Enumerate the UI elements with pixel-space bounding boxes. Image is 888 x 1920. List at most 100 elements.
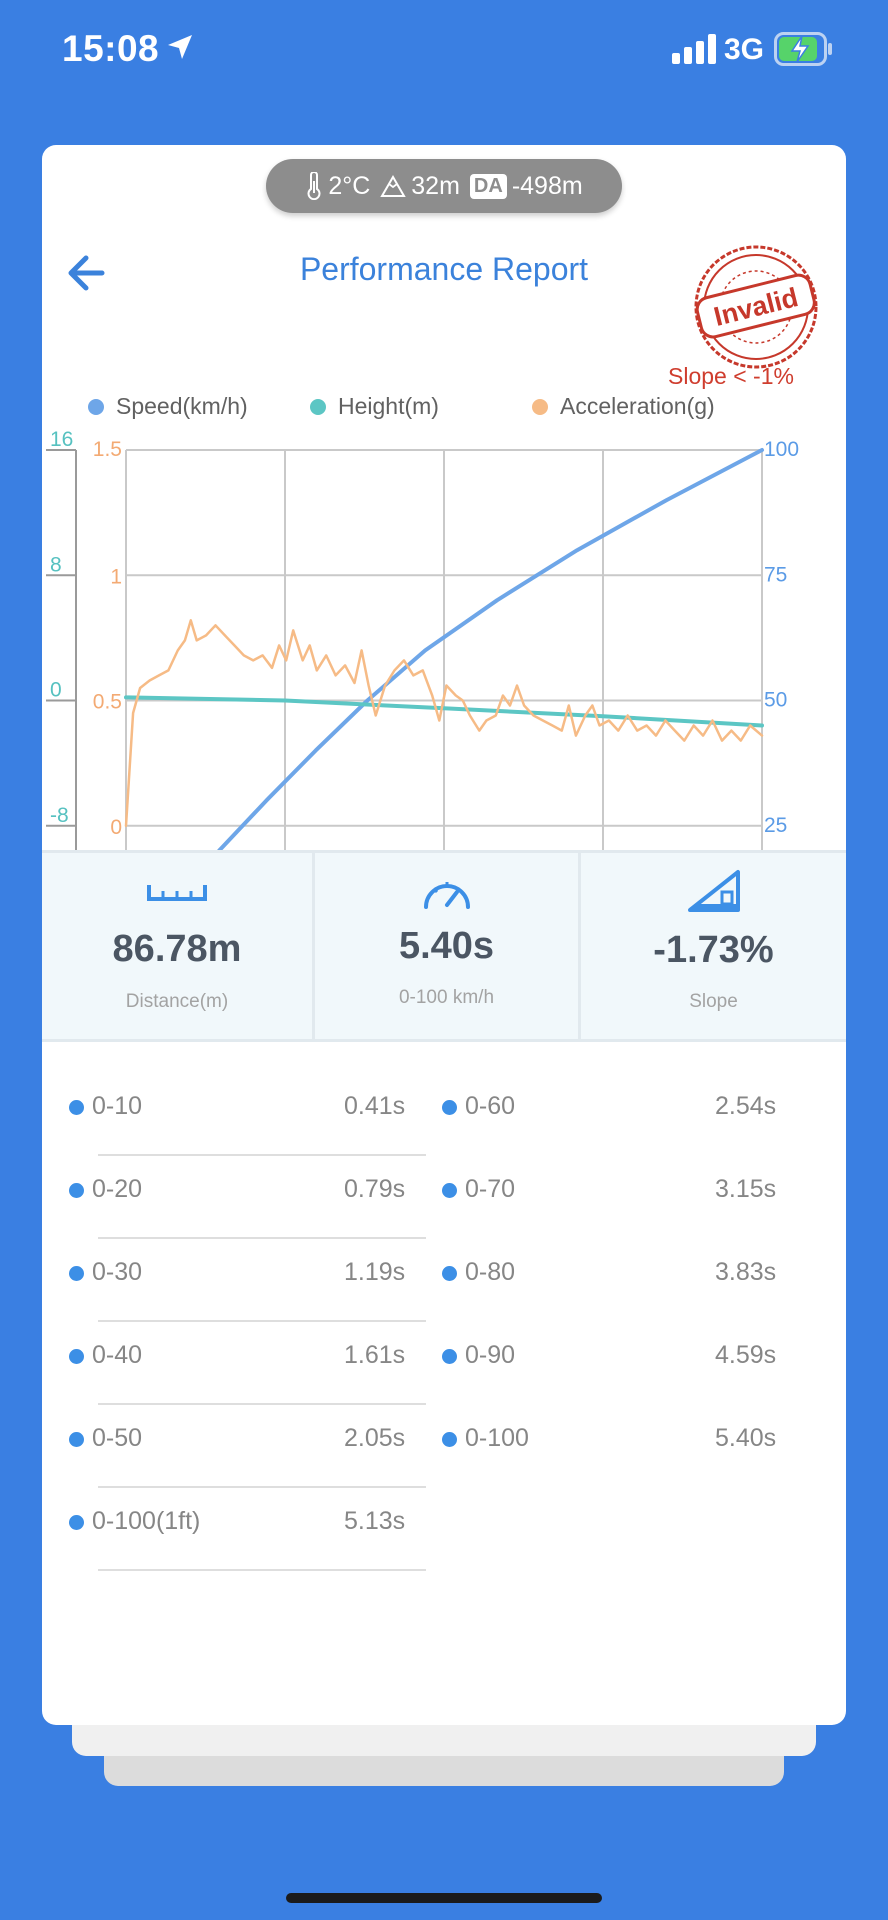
time-value: 5.40s	[398, 925, 495, 967]
split-row: 0-20 0.79s	[42, 1163, 426, 1239]
density-altitude-value: -498m	[511, 171, 583, 200]
split-time: 2.05s	[344, 1424, 406, 1452]
split-name: 0-20	[92, 1175, 143, 1203]
row-divider	[98, 1154, 426, 1156]
thermometer-icon	[307, 172, 321, 200]
bullet	[69, 1349, 84, 1364]
slope-warning: Slope < -1%	[668, 363, 794, 389]
split-row: 0-40 1.61s	[42, 1329, 426, 1405]
home-indicator[interactable]	[286, 1893, 602, 1903]
acceleration-tick-label: 1	[110, 565, 122, 588]
bullet	[69, 1266, 84, 1281]
bullet	[442, 1266, 457, 1281]
mountain-icon	[380, 175, 407, 197]
row-divider	[98, 1569, 426, 1571]
height-line	[124, 695, 764, 728]
ruler-icon	[147, 885, 207, 901]
legend-swatch	[88, 398, 104, 415]
divider	[578, 853, 581, 1039]
time-label: 0-100 km/h	[398, 987, 495, 1008]
height-tick-label: 0	[50, 679, 62, 702]
network-type: 3G	[724, 33, 765, 66]
bullet	[69, 1432, 84, 1447]
split-time: 5.13s	[344, 1507, 406, 1535]
split-row: 0-30 1.19s	[42, 1246, 426, 1322]
row-divider	[98, 1486, 426, 1488]
split-name: 0-30	[92, 1258, 143, 1286]
speed-tick-label: 100	[764, 438, 799, 461]
legend-swatch	[532, 398, 548, 415]
height-tick-label: 8	[50, 553, 62, 576]
distance-label: Distance(m)	[125, 991, 229, 1012]
bullet	[442, 1100, 457, 1115]
split-name: 0-60	[465, 1092, 516, 1120]
split-name: 0-90	[465, 1341, 516, 1369]
bullet	[69, 1183, 84, 1198]
slope-label: Slope	[689, 991, 738, 1012]
legend-speed: Speed(km/h)	[88, 393, 248, 420]
split-name: 0-50	[92, 1424, 143, 1452]
slope-icon	[687, 870, 740, 912]
divider	[312, 853, 315, 1039]
stats-panel: 86.78m Distance(m) 5.40s 0-100 km/h -1.7…	[42, 850, 846, 1042]
split-name: 0-100(1ft)	[92, 1507, 201, 1535]
report-card: 2°C 32m DA -498m Performance Report Inva…	[42, 145, 846, 1725]
row-divider	[98, 1320, 426, 1322]
density-altitude-badge: DA	[469, 173, 507, 199]
split-time: 3.83s	[715, 1258, 777, 1286]
split-time: 0.41s	[344, 1092, 406, 1120]
split-time: 0.79s	[344, 1175, 406, 1203]
distance-value: 86.78m	[112, 928, 242, 970]
cellular-signal-icon	[672, 34, 716, 64]
bullet	[69, 1515, 84, 1530]
bullet	[442, 1432, 457, 1447]
split-row: 0-70 3.15s	[415, 1163, 825, 1223]
split-row: 0-100 5.40s	[415, 1412, 825, 1472]
legend-height: Height(m)	[310, 393, 439, 420]
split-row: 0-90 4.59s	[415, 1329, 825, 1389]
distance-stat: 86.78m Distance(m)	[42, 853, 312, 1039]
legend-label: Acceleration(g)	[560, 393, 715, 419]
legend-swatch	[310, 398, 326, 415]
split-name: 0-100	[465, 1424, 529, 1452]
height-tick-label: -8	[50, 804, 69, 827]
height-tick-label: 16	[50, 430, 73, 451]
location-arrow-icon	[168, 35, 192, 59]
split-time: 3.15s	[715, 1175, 777, 1203]
split-time: 2.54s	[715, 1092, 777, 1120]
split-name: 0-10	[92, 1092, 143, 1120]
split-time: 5.40s	[715, 1424, 777, 1452]
split-row: 0-60 2.54s	[415, 1080, 825, 1140]
invalid-stamp: Invalid	[694, 245, 818, 369]
acceleration-tick-label: 0	[110, 816, 122, 839]
altitude-value: 32m	[411, 171, 460, 200]
status-bar: 15:08 3G	[0, 0, 888, 100]
acceleration-tick-label: 1.5	[93, 438, 122, 461]
split-name: 0-70	[465, 1175, 516, 1203]
split-time: 1.19s	[344, 1258, 406, 1286]
acceleration-line	[124, 619, 764, 828]
row-divider	[98, 1237, 426, 1239]
speedometer-icon	[423, 882, 470, 909]
back-arrow-icon[interactable]	[60, 245, 116, 301]
chart-legend: Speed(km/h) Height(m) Acceleration(g)	[62, 393, 842, 427]
battery-charging-icon	[774, 32, 832, 66]
temperature-value: 2°C	[328, 171, 371, 200]
slope-value: -1.73%	[653, 929, 774, 971]
split-row: 0-10 0.41s	[42, 1080, 426, 1156]
legend-label: Height(m)	[338, 393, 439, 419]
split-time: 1.61s	[344, 1341, 406, 1369]
split-name: 0-40	[92, 1341, 143, 1369]
split-row: 0-50 2.05s	[42, 1412, 426, 1488]
legend-acceleration: Acceleration(g)	[532, 393, 715, 420]
split-row: 0-80 3.83s	[415, 1246, 825, 1306]
environment-pill: 2°C 32m DA -498m	[266, 159, 622, 213]
speed-tick-label: 75	[764, 563, 787, 586]
legend-label: Speed(km/h)	[116, 393, 248, 419]
time-stat: 5.40s 0-100 km/h	[315, 853, 578, 1039]
bullet	[442, 1183, 457, 1198]
page-title: Performance Report	[299, 251, 589, 287]
speed-tick-label: 50	[764, 689, 787, 712]
clock: 15:08	[62, 28, 160, 69]
row-divider	[98, 1403, 426, 1405]
